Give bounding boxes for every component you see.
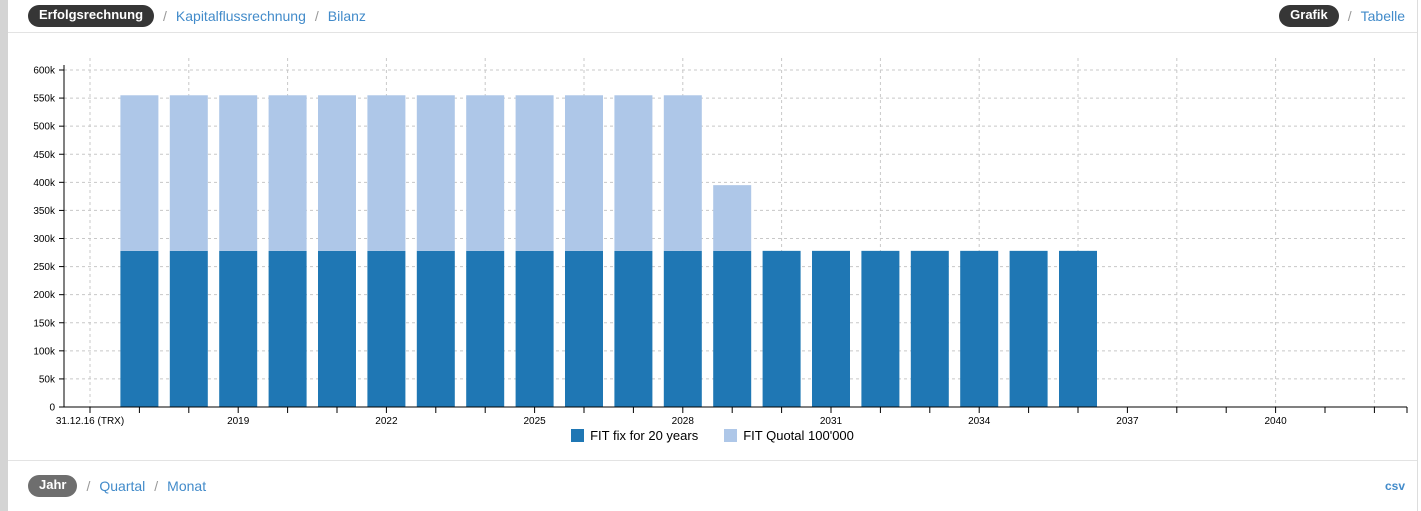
bar-2024-fit-quotal[interactable] bbox=[466, 95, 505, 251]
x-tick-label: 2022 bbox=[375, 416, 398, 427]
y-tick-label: 50k bbox=[39, 374, 56, 385]
breadcrumb-separator: / bbox=[314, 7, 319, 24]
y-tick-label: 200k bbox=[33, 290, 56, 301]
bar-2036-fit-fix[interactable] bbox=[1059, 250, 1097, 407]
view-toggle-separator: / bbox=[1347, 7, 1352, 24]
x-tick-label: 2040 bbox=[1264, 416, 1287, 427]
toggle-tabelle[interactable]: Tabelle bbox=[1360, 7, 1405, 24]
x-tick-label: 2031 bbox=[820, 416, 843, 427]
bar-2020-fit-fix[interactable] bbox=[268, 250, 307, 407]
y-tick-label: 100k bbox=[33, 346, 56, 357]
bar-2017-fit-quotal[interactable] bbox=[120, 95, 159, 251]
breadcrumb-separator: / bbox=[163, 7, 167, 24]
legend-swatch-fit-fix bbox=[571, 429, 585, 442]
tab-kapitalflussrechnung[interactable]: Kapitalflussrechnung bbox=[175, 7, 306, 24]
csv-export-link[interactable]: csv bbox=[1384, 479, 1405, 493]
y-tick-labels: 0 50k 100k 150k 200k 250k 300k 350k 400k 450k 500k… bbox=[33, 66, 64, 414]
bar-2025-fit-quotal[interactable] bbox=[515, 95, 554, 251]
footer-bar: Jahr / Quartal / Monat csv bbox=[8, 460, 1417, 511]
y-tick-label: 400k bbox=[33, 178, 56, 189]
page-gutter bbox=[0, 0, 8, 511]
toggle-monat[interactable]: Monat bbox=[167, 477, 207, 494]
legend-swatch-fit-quotal bbox=[724, 429, 738, 442]
toggle-grafik[interactable]: Grafik bbox=[1279, 5, 1339, 27]
x-tick-labels: 31.12.16 (TRX) 2019 2022 2025 2028 2031 2034 20… bbox=[56, 416, 1287, 427]
y-tick-label: 300k bbox=[33, 234, 56, 245]
bar-2024-fit-fix[interactable] bbox=[466, 250, 505, 407]
period-separator: / bbox=[154, 477, 159, 494]
period-separator: / bbox=[86, 477, 91, 494]
bar-2021-fit-fix[interactable] bbox=[318, 250, 356, 407]
bars bbox=[120, 95, 1097, 407]
bar-2022-fit-quotal[interactable] bbox=[367, 95, 406, 251]
y-tick-label: 600k bbox=[33, 66, 56, 77]
bar-2029-fit-fix[interactable] bbox=[713, 250, 752, 407]
y-tick-label: 450k bbox=[33, 150, 56, 161]
bar-2020-fit-quotal[interactable] bbox=[268, 95, 307, 251]
header-bar: Erfolgsrechnung / Kapitalflussrechnung /… bbox=[8, 0, 1417, 33]
bar-2027-fit-fix[interactable] bbox=[614, 250, 653, 407]
y-tick-label: 350k bbox=[33, 206, 56, 217]
x-tick-label: 2019 bbox=[227, 416, 250, 427]
view-toggle: Grafik / Tabelle bbox=[1279, 5, 1405, 27]
x-tick-label: 2028 bbox=[672, 416, 695, 427]
legend-label-fit-quotal: FIT Quotal 100'000 bbox=[743, 428, 854, 443]
bar-2028-fit-fix[interactable] bbox=[663, 250, 702, 407]
legend-item-fit-quotal: FIT Quotal 100'000 bbox=[724, 428, 854, 443]
tab-bilanz[interactable]: Bilanz bbox=[327, 7, 366, 24]
y-tick-label: 250k bbox=[33, 262, 56, 273]
bar-2032-fit-fix[interactable] bbox=[861, 250, 900, 407]
stacked-bar-chart: 0 50k 100k 150k 200k 250k 300k 350k 400k 450k 500k… bbox=[33, 58, 1408, 427]
bar-2033-fit-fix[interactable] bbox=[910, 250, 949, 407]
y-tick-label: 550k bbox=[33, 94, 56, 105]
chart-panel: 0 50k 100k 150k 200k 250k 300k 350k 400k 450k 500k… bbox=[8, 33, 1417, 460]
breadcrumb: Erfolgsrechnung / Kapitalflussrechnung /… bbox=[28, 5, 366, 27]
bar-2019-fit-quotal[interactable] bbox=[219, 95, 258, 251]
y-tick-label: 0 bbox=[49, 403, 55, 414]
toggle-jahr[interactable]: Jahr bbox=[28, 475, 78, 497]
x-tick-label: 2025 bbox=[523, 416, 546, 427]
bar-2030-fit-fix[interactable] bbox=[762, 250, 801, 407]
bar-2018-fit-quotal[interactable] bbox=[169, 95, 208, 251]
y-tick-label: 150k bbox=[33, 318, 56, 329]
legend-item-fit-fix: FIT fix for 20 years bbox=[571, 428, 698, 443]
bar-2022-fit-fix[interactable] bbox=[367, 250, 406, 407]
y-tick-label: 500k bbox=[33, 122, 56, 133]
bar-2026-fit-fix[interactable] bbox=[565, 250, 603, 407]
legend-label-fit-fix: FIT fix for 20 years bbox=[590, 428, 699, 443]
period-toggle: Jahr / Quartal / Monat bbox=[28, 475, 207, 497]
bar-2028-fit-quotal[interactable] bbox=[663, 95, 702, 251]
bar-2035-fit-fix[interactable] bbox=[1009, 250, 1048, 407]
chart-legend: FIT fix for 20 years FIT Quotal 100'000 bbox=[8, 428, 1417, 443]
bar-2023-fit-fix[interactable] bbox=[416, 250, 455, 407]
tab-erfolgsrechnung[interactable]: Erfolgsrechnung bbox=[28, 5, 155, 27]
bar-2034-fit-fix[interactable] bbox=[960, 250, 999, 407]
x-ticks bbox=[89, 407, 1408, 413]
bar-2027-fit-quotal[interactable] bbox=[614, 95, 653, 251]
bar-2023-fit-quotal[interactable] bbox=[416, 95, 455, 251]
x-axis-origin-label: 31.12.16 (TRX) bbox=[56, 416, 124, 427]
bar-2018-fit-fix[interactable] bbox=[169, 250, 208, 407]
bar-2031-fit-fix[interactable] bbox=[812, 250, 850, 407]
x-tick-label: 2034 bbox=[968, 416, 991, 427]
bar-2021-fit-quotal[interactable] bbox=[318, 95, 356, 251]
report-card: Erfolgsrechnung / Kapitalflussrechnung /… bbox=[8, 0, 1418, 511]
bar-2017-fit-fix[interactable] bbox=[120, 250, 159, 407]
bar-2025-fit-fix[interactable] bbox=[515, 250, 554, 407]
bar-2019-fit-fix[interactable] bbox=[219, 250, 258, 407]
toggle-quartal[interactable]: Quartal bbox=[99, 477, 146, 494]
x-tick-label: 2037 bbox=[1116, 416, 1139, 427]
bar-2029-fit-quotal[interactable] bbox=[713, 185, 752, 251]
bar-2026-fit-quotal[interactable] bbox=[565, 95, 603, 251]
